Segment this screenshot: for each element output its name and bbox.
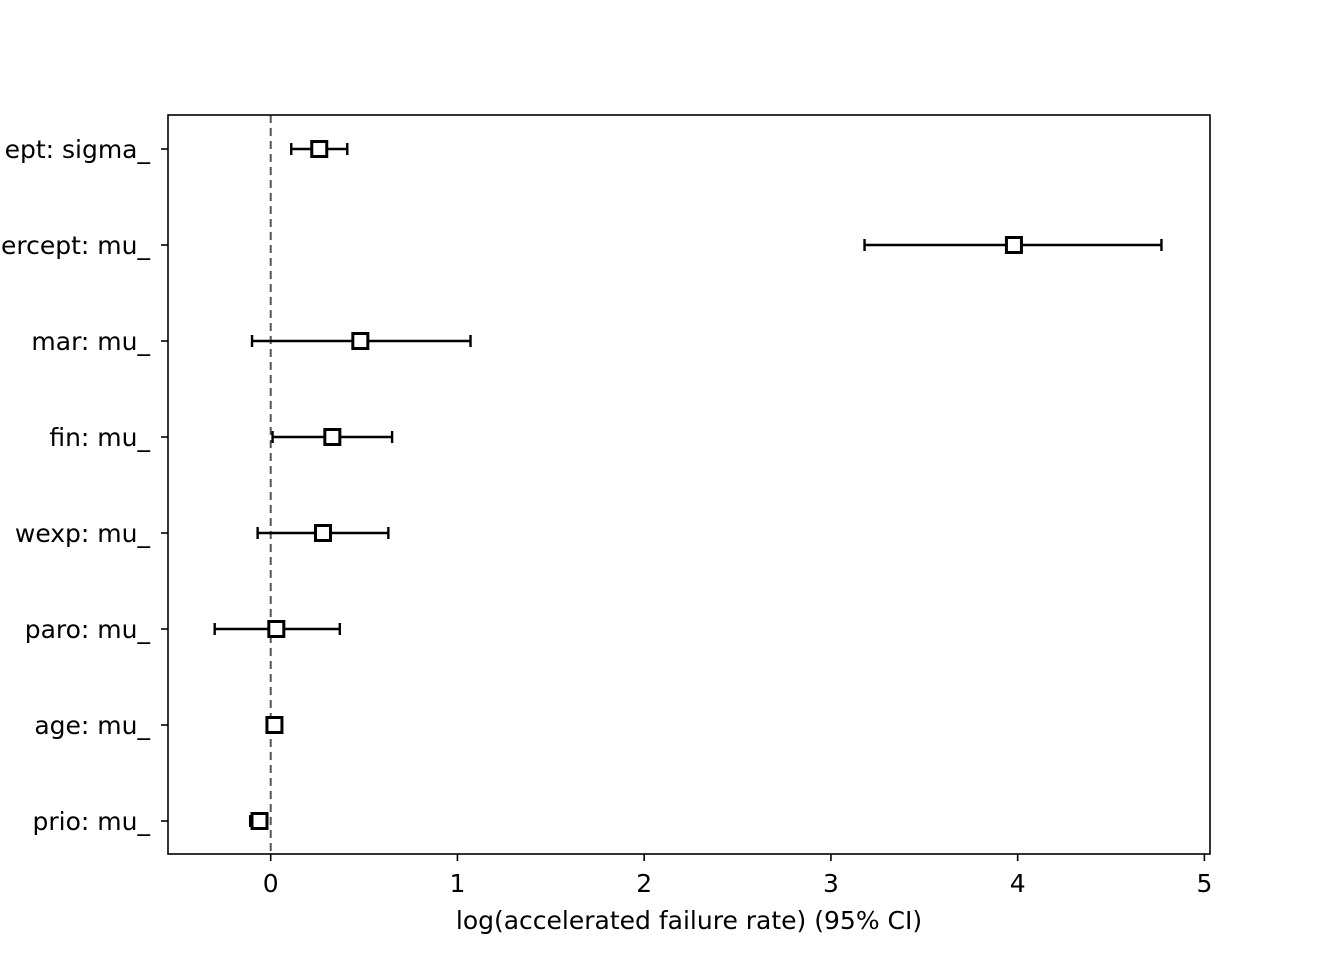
x-tick-label-5: 5 [1196,869,1212,898]
y-tick-label-mar-mu: mar: mu_ [31,327,150,356]
x-tick-label-2: 2 [636,869,652,898]
y-tick-label-intercept-sigma: ept: sigma_ [5,135,151,164]
x-axis-label: log(accelerated failure rate) (95% CI) [456,906,922,935]
x-tick-label-3: 3 [823,869,839,898]
x-tick-label-0: 0 [263,869,279,898]
row-intercept-sigma [290,140,349,158]
estimate-marker-paro-mu [267,620,286,638]
row-prio-mu [248,812,269,830]
estimate-marker-intercept-sigma [310,140,329,158]
row-age-mu [265,716,284,734]
y-axis: ept: sigma_ ercept: mu_ mar: mu_ fin: mu_we… [1,135,168,836]
x-tick-label-1: 1 [449,869,465,898]
y-tick-label-paro-mu: paro: mu_ [25,615,151,644]
estimate-marker-wexp-mu [313,524,332,542]
row-paro-mu [213,620,341,638]
x-tick-label-4: 4 [1010,869,1026,898]
row-wexp-mu [256,524,390,542]
row-mar-mu [250,332,472,350]
plot-frame [167,114,1211,855]
estimate-marker-intercept-mu [1004,236,1023,254]
y-tick-label-age-mu: age: mu_ [34,711,150,740]
estimate-marker-mar-mu [351,332,370,350]
x-axis: 0 1 2 3 4 5 [263,854,1212,898]
estimate-marker-prio-mu [250,812,269,830]
estimate-marker-fin-mu [323,428,342,446]
y-tick-label-fin-mu: fin: mu_ [49,423,150,452]
y-tick-label-prio-mu: prio: mu_ [33,807,151,836]
row-fin-mu [271,428,394,446]
estimate-marker-age-mu [265,716,284,734]
y-tick-label-intercept-mu: ercept: mu_ [1,231,150,260]
y-tick-label-wexp-mu: wexp: mu_ [15,519,151,548]
plot-marks [213,115,1163,854]
row-intercept-mu [863,236,1163,254]
